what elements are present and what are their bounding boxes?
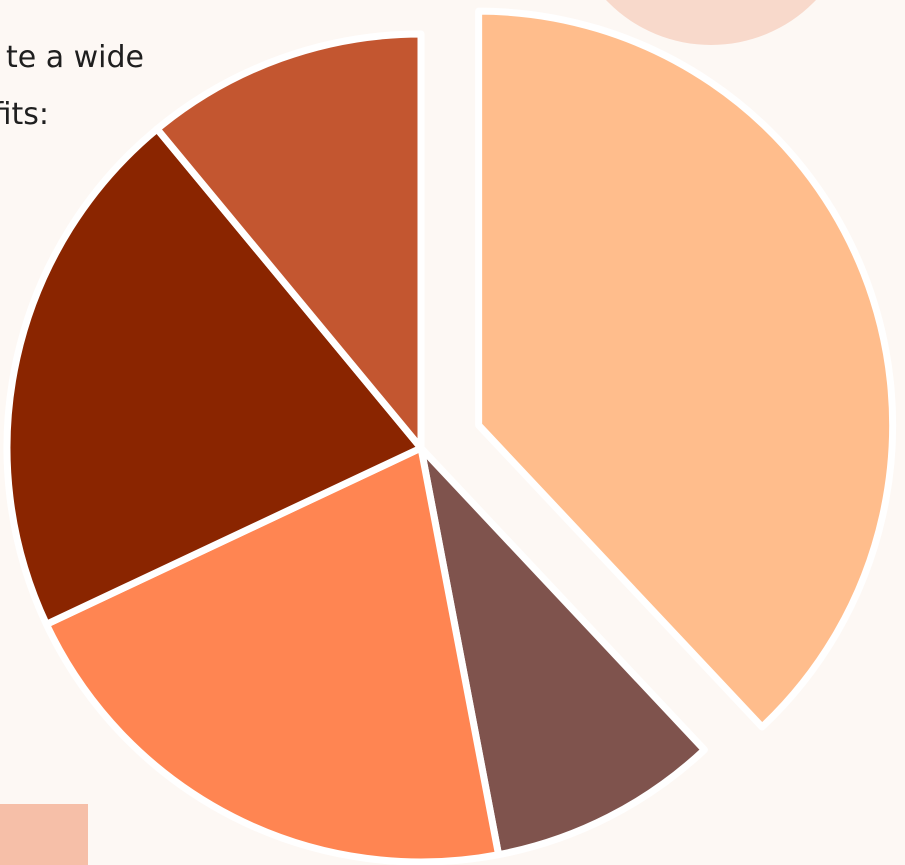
pie-slice-4 — [3, 125, 425, 628]
intro-text-line-1: te a wide — [5, 40, 144, 75]
pie-slice-5 — [153, 30, 425, 452]
intro-text-line-2: fits: — [0, 97, 49, 132]
decorative-block — [0, 804, 88, 865]
pie-slice-3 — [42, 444, 503, 865]
pie-slice-2 — [417, 444, 708, 859]
pie-slice-1 — [475, 7, 897, 731]
